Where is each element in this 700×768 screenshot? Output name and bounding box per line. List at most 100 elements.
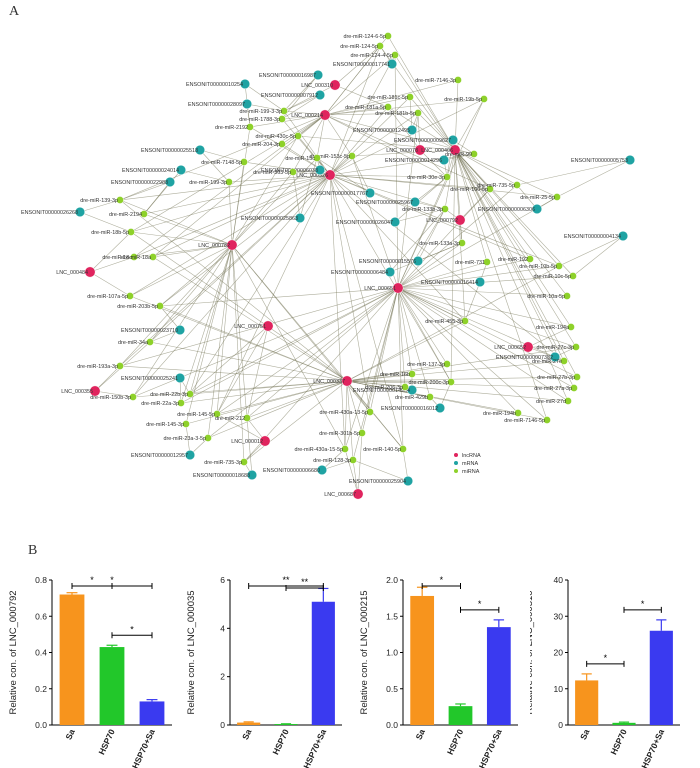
- network-node-label: dre-miR-192: [498, 257, 528, 263]
- network-node-marker: [177, 399, 185, 407]
- network-node-mirna: dre-miR-27e: [532, 357, 568, 365]
- network-node-marker: [241, 98, 253, 110]
- network-edge: [397, 287, 565, 362]
- network-edge: [89, 231, 132, 273]
- y-tick-label: 20: [554, 648, 564, 658]
- network-node-marker: [386, 58, 398, 70]
- y-tick-label: 10: [554, 684, 564, 694]
- network-edge: [189, 325, 269, 395]
- network-node-mrna: ENSONIT00000006306: [478, 203, 543, 215]
- network-node-marker: [164, 176, 176, 188]
- network-edge: [346, 380, 548, 421]
- network-node-label: ENSONIT00000006306: [478, 207, 535, 213]
- network-node-mirna: dre-miR-7146-3p: [415, 76, 462, 84]
- network-edge: [464, 281, 481, 322]
- network-node-marker: [384, 103, 392, 111]
- network-node-label: dre-miR-25-5p: [520, 195, 555, 201]
- network-edge: [344, 287, 399, 450]
- network-node-mirna: dre-miR-100-5p: [450, 185, 494, 193]
- x-tick-label: HSP70+Sa: [301, 727, 328, 768]
- x-tick-label: HSP70+Sa: [130, 727, 157, 768]
- network-node-mirna: dre-miR-301b-5p: [319, 429, 366, 437]
- network-node-marker: [204, 434, 212, 442]
- network-edge: [397, 287, 431, 398]
- network-node-label: dre-miR-23a-3-5p: [163, 436, 206, 442]
- network-node-mirna: dre-miR-107a-5p: [87, 292, 134, 300]
- significance-label: *: [110, 575, 114, 585]
- network-node-label: dre-miR-204-3p: [242, 142, 280, 148]
- network-node-label: dre-miR-193a-3p: [77, 364, 118, 370]
- network-node-mrna: ENSONIT00000010254: [186, 78, 251, 90]
- network-node-mrna: ENSONIT00000017741: [333, 58, 398, 70]
- network-edge: [199, 149, 245, 163]
- network-node-marker: [89, 385, 101, 397]
- network-node-marker: [312, 69, 324, 81]
- network-node-label: dre-miR-128-3p: [313, 458, 351, 464]
- network-edge: [324, 114, 353, 157]
- network-edge: [129, 295, 348, 382]
- network-node-label: dre-miR-735-3p: [204, 460, 242, 466]
- network-node-mrna: ENSONIT00000007912: [261, 89, 326, 101]
- bar-chart-lnc-000215: Relative con. of LNC_000215 0.0 0.5 1.0 1.5 2…: [359, 575, 518, 768]
- network-node-label: dre-miR-203b-5p: [117, 304, 158, 310]
- network-node-label: dre-miR-27d: [536, 399, 566, 405]
- network-node-mirna: dre-miR-200c-3p: [409, 378, 455, 386]
- network-edge: [454, 149, 568, 297]
- network-node-marker: [384, 266, 396, 278]
- network-edge: [454, 149, 574, 277]
- network-node-mirna: dre-miR-145-5p: [177, 410, 221, 418]
- network-edge: [329, 174, 446, 210]
- significance-label: *: [90, 575, 94, 585]
- network-node-label: dre-miR-10b-5p: [519, 264, 557, 270]
- network-edge: [329, 174, 558, 198]
- network-node-lncrna: LNC_000337: [313, 375, 353, 387]
- network-node-mirna: dre-miR-22b-3p: [150, 390, 194, 398]
- network-node-label: dre-miR-145-5p: [177, 412, 215, 418]
- network-node-marker: [624, 154, 636, 166]
- network-node-mirna: dre-miR-150b-3p: [90, 393, 137, 401]
- network-node-marker: [314, 164, 326, 176]
- network-node-label: ENSONIT00000025904: [349, 479, 406, 485]
- network-node-lncrna: LNC_000687: [324, 488, 364, 500]
- bar-sa: [410, 595, 435, 725]
- network-node-label: ENSONIT00000012957: [131, 453, 188, 459]
- network-node-mrna: ENSONIT00000025241: [121, 372, 186, 384]
- network-edge: [283, 110, 331, 176]
- network-node-marker: [225, 178, 233, 186]
- network-edge: [132, 244, 233, 398]
- network-edge: [417, 208, 446, 262]
- network-edge: [283, 110, 326, 116]
- network-node-label: dre-miR-363-5p: [253, 170, 291, 176]
- bar-chart-lnc-000792: Relative con. of LNC_000792 0.0 0.2 0.4 0.6 0…: [8, 575, 172, 768]
- network-node-label: LNC_000078: [386, 148, 418, 154]
- network-edge: [387, 106, 421, 151]
- network-edge: [454, 149, 548, 421]
- y-axis-label: Relative con. of LNC_000215: [359, 590, 370, 714]
- network-edge: [243, 161, 331, 176]
- network-node-marker: [194, 144, 206, 156]
- y-tick-label: 40: [554, 575, 564, 585]
- network-node-label: dre-miR-19b-5p: [444, 97, 482, 103]
- network-edge: [143, 181, 171, 215]
- network-node-marker: [486, 185, 494, 193]
- network-edge: [444, 149, 456, 210]
- network-node-marker: [74, 206, 86, 218]
- network-edge: [397, 287, 569, 402]
- network-node-label: dre-miR-145-3p: [146, 422, 184, 428]
- network-edge: [324, 112, 419, 116]
- y-tick-label: 2.0: [386, 575, 398, 585]
- network-node-label: dre-miR-100-5p: [450, 187, 488, 193]
- network-edge: [231, 171, 294, 246]
- network-edge: [344, 380, 348, 450]
- network-node-marker: [246, 469, 258, 481]
- network-node-marker: [349, 456, 357, 464]
- network-edge: [143, 174, 331, 215]
- network-edge: [397, 208, 446, 289]
- network-edge: [133, 174, 331, 258]
- network-node-marker: [376, 42, 384, 50]
- network-edge: [89, 271, 131, 297]
- network-node-marker: [174, 324, 186, 336]
- significance-label: **: [282, 575, 290, 585]
- network-node-label: dre-miR-22a-3p: [141, 401, 179, 407]
- network-node-label: LNC_000751: [234, 324, 266, 330]
